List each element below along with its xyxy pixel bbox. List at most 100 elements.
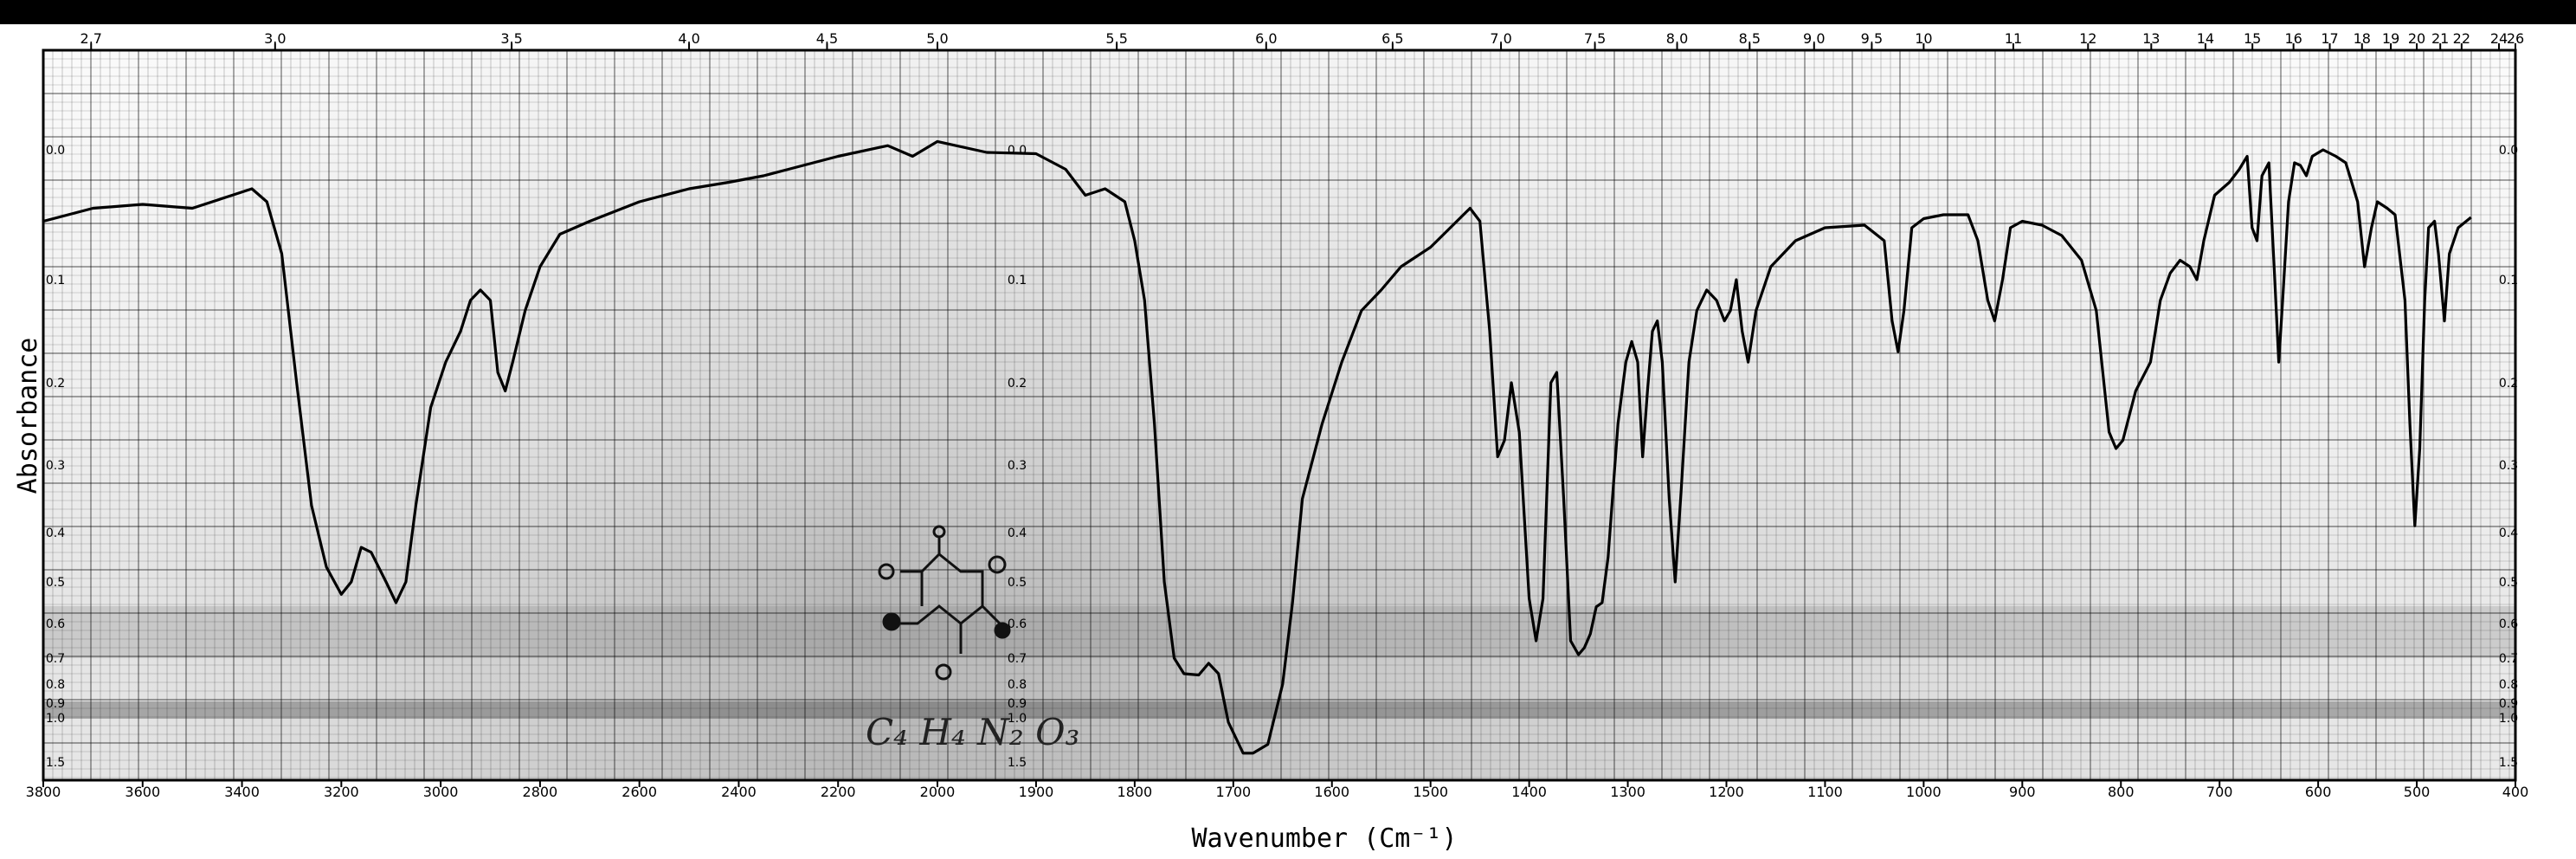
x-tick-label: 800: [2108, 784, 2135, 800]
absorbance-tick-label: 0.7: [2499, 652, 2518, 666]
x-tick-label: 1900: [1019, 784, 1054, 800]
x-tick-label: 700: [2206, 784, 2233, 800]
absorbance-tick-label: 0.6: [2499, 617, 2518, 631]
top-black-border: [0, 0, 2576, 24]
x-tick-label: 2400: [721, 784, 757, 800]
absorbance-tick-label: 0.5: [2499, 576, 2518, 590]
top-tick-label: 8.0: [1666, 30, 1688, 47]
absorbance-tick-label: 0.5: [46, 576, 65, 590]
absorbance-tick-label: 0.4: [2499, 526, 2518, 540]
absorbance-tick-label: 0.4: [46, 526, 65, 540]
top-tick-label: 3.5: [500, 30, 522, 47]
top-axis-ticks: 2.7 3.0 3.5 4.0 4.5 5.0 5.5 6.0 6.5 7.0 7.5 8.0 8.5 9…: [80, 30, 2524, 50]
top-tick-label: 10: [1915, 30, 1932, 47]
top-tick-label: 5.5: [1105, 30, 1127, 47]
top-tick-label: 15: [2244, 30, 2261, 47]
absorbance-tick-label: 1.0: [46, 712, 65, 726]
x-tick-label: 1500: [1413, 784, 1448, 800]
absorbance-tick-label: 0.9: [46, 697, 65, 711]
x-tick-label: 3600: [125, 784, 160, 800]
top-tick-label: 17: [2321, 30, 2338, 47]
plot-frame: [42, 48, 2517, 782]
top-tick-label: 22: [2453, 30, 2470, 47]
molecule-structure-sketch: [878, 525, 1011, 681]
top-tick-label: 7.0: [1490, 30, 1511, 47]
top-tick-label: 20: [2408, 30, 2425, 47]
absorbance-tick-label: 0.2: [1008, 377, 1027, 391]
absorbance-tick-label: 0.6: [46, 617, 65, 631]
x-tick-label: 2800: [523, 784, 558, 800]
x-tick-label: 2200: [821, 784, 856, 800]
top-tick-label: 9.5: [1861, 30, 1883, 47]
x-tick-label: 1200: [1709, 784, 1744, 800]
top-tick-label: 16: [2284, 30, 2302, 47]
top-tick-label: 11: [2005, 30, 2022, 47]
absorbance-tick-label: 0.8: [2499, 678, 2518, 692]
top-tick-label: 19: [2382, 30, 2399, 47]
top-tick-label: 4.5: [816, 30, 838, 47]
x-tick-label: 3400: [224, 784, 260, 800]
absorbance-tick-label: 0.5: [1008, 576, 1027, 590]
top-tick-label: 6.5: [1381, 30, 1403, 47]
top-tick-label: 21: [2431, 30, 2449, 47]
top-tick-label: 8.5: [1739, 30, 1761, 47]
absorbance-tick-label: 0.3: [1008, 459, 1027, 473]
spectrum-trace: [42, 139, 2472, 755]
chart-grid: [42, 49, 2515, 780]
top-tick-label: 12: [2079, 30, 2096, 47]
top-tick-label: 18: [2354, 30, 2371, 47]
x-tick-label: 3000: [423, 784, 459, 800]
top-tick-label: 2.7: [80, 30, 102, 47]
x-tick-label: 900: [2009, 784, 2036, 800]
x-tick-label: 400: [2502, 784, 2529, 800]
top-tick-label: 26: [2507, 30, 2524, 47]
absorbance-tick-label: 0.9: [2499, 697, 2518, 711]
absorbance-tick-label: 0.7: [46, 652, 65, 666]
top-tick-label: 13: [2142, 30, 2160, 47]
x-axis-ticks: 3800 3600 3400 3200 3000 2800 2600 2400 2200 2000…: [26, 780, 2529, 800]
top-tick-label: 9.0: [1803, 30, 1825, 47]
plot-area-background: [43, 50, 2515, 780]
top-tick-label: 24: [2490, 30, 2508, 47]
absorbance-tick-label: 0.8: [1008, 678, 1027, 692]
top-tick-label: 14: [2197, 30, 2214, 47]
y-axis-title: Absorbance: [13, 338, 43, 494]
top-tick-label: 7.5: [1584, 30, 1606, 47]
absorbance-tick-label: 0.1: [2499, 274, 2518, 287]
absorbance-tick-label: 1.5: [2499, 756, 2518, 770]
absorbance-tick-label: 0.0: [1008, 144, 1027, 158]
x-tick-label: 2600: [621, 784, 657, 800]
top-tick-label: 3.0: [264, 30, 286, 47]
x-tick-label: 500: [2404, 784, 2431, 800]
x-tick-label: 2000: [920, 784, 956, 800]
absorbance-tick-label: 1.5: [1008, 756, 1027, 770]
x-tick-label: 1800: [1117, 784, 1153, 800]
x-tick-label: 1100: [1807, 784, 1843, 800]
x-tick-label: 1300: [1610, 784, 1645, 800]
molecular-formula-annotation: C₄ H₄ N₂ O₃: [866, 711, 1079, 753]
x-tick-label: 3200: [324, 784, 359, 800]
absorbance-tick-label: 0.0: [46, 144, 65, 158]
absorbance-tick-label: 1.0: [2499, 712, 2518, 726]
absorbance-tick-label: 0.1: [1008, 274, 1027, 287]
x-tick-label: 600: [2305, 784, 2332, 800]
absorbance-tick-label: 0.3: [2499, 459, 2518, 473]
top-tick-label: 4.0: [678, 30, 699, 47]
top-tick-label: 6.0: [1255, 30, 1277, 47]
absorbance-tick-label: 1.5: [46, 756, 65, 770]
x-tick-label: 3800: [26, 784, 61, 800]
absorbance-tick-label: 0.8: [46, 678, 65, 692]
x-tick-label: 1400: [1511, 784, 1547, 800]
top-tick-label: 5.0: [926, 30, 948, 47]
absorbance-tick-label: 0.7: [1008, 652, 1027, 666]
x-tick-label: 1700: [1215, 784, 1251, 800]
absorbance-tick-label: 0.9: [1008, 697, 1027, 711]
absorbance-tick-label: 0.4: [1008, 526, 1027, 540]
x-axis-title: Wavenumber (Cm⁻¹): [1191, 823, 1457, 854]
x-tick-label: 1600: [1314, 784, 1349, 800]
x-tick-label: 1000: [1906, 784, 1942, 800]
absorbance-tick-label: 0.6: [1008, 617, 1027, 631]
absorbance-tick-label: 1.0: [1008, 712, 1027, 726]
absorbance-tick-label: 0.1: [46, 274, 65, 287]
